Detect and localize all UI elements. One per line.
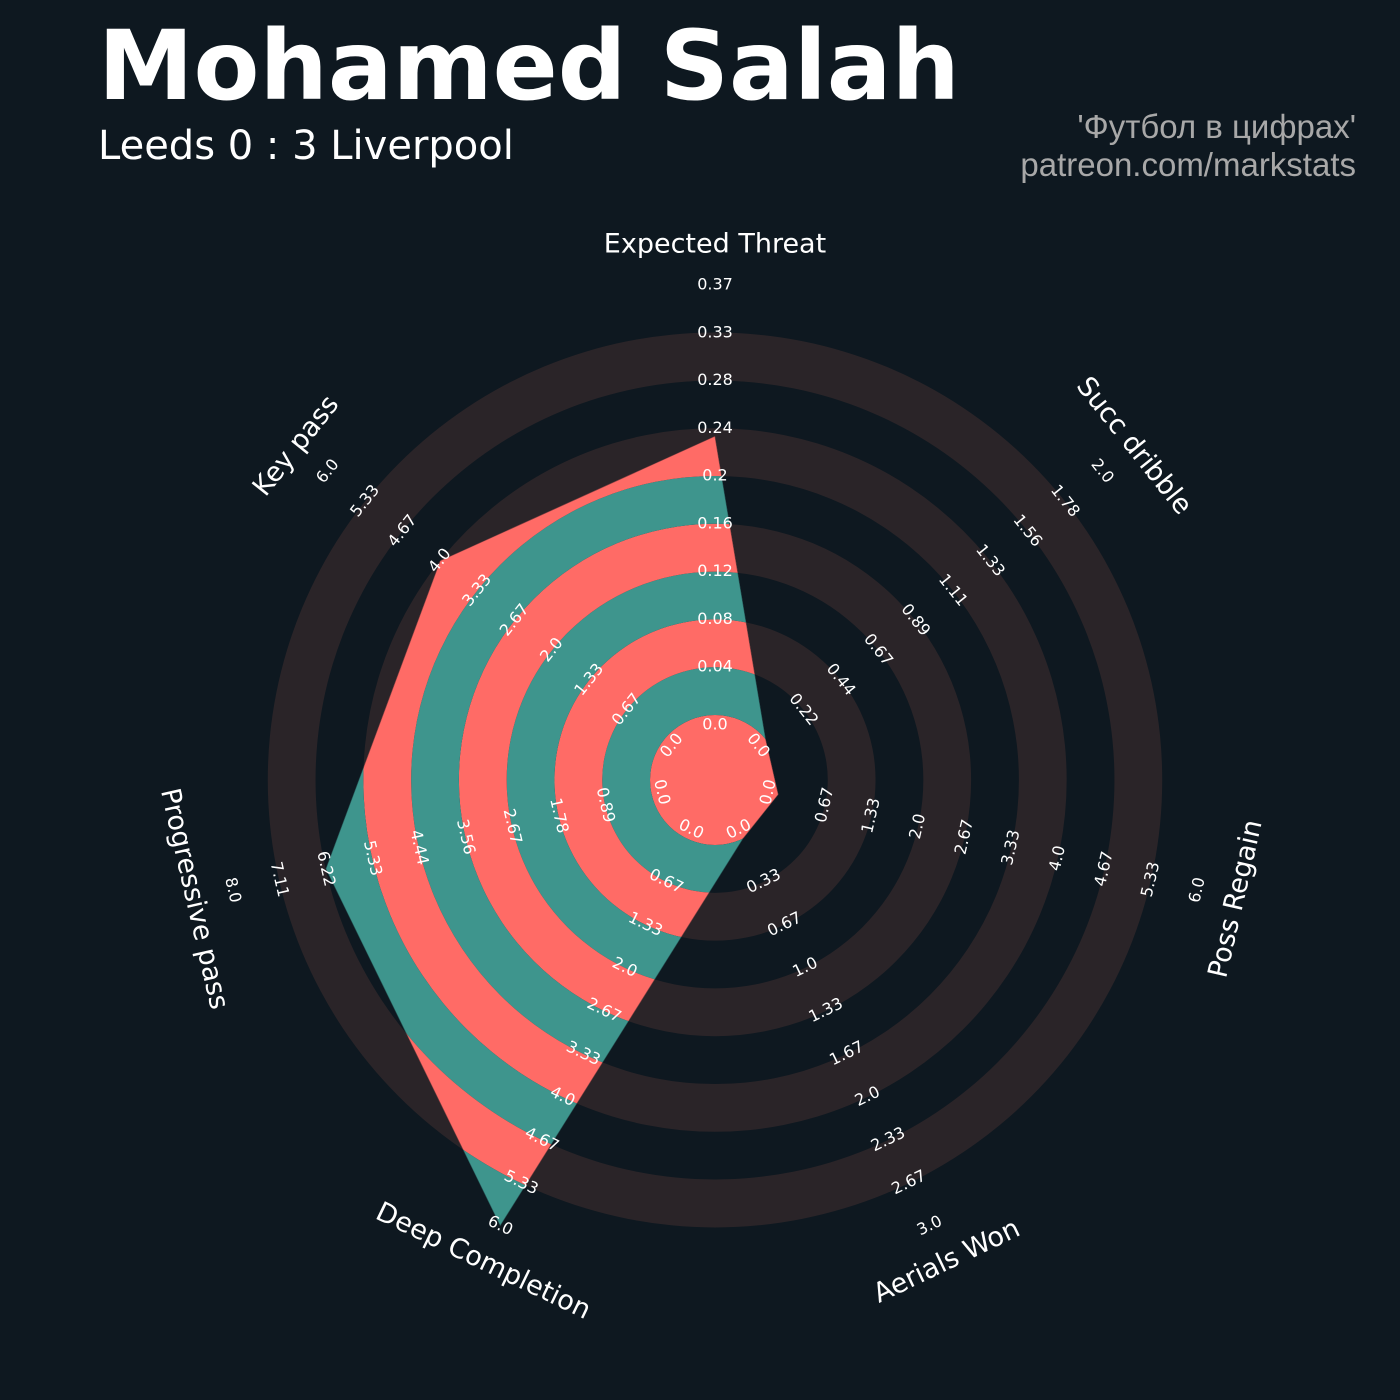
tick-label: 0.08	[697, 609, 733, 628]
axis-label: Deep Completion	[371, 1196, 596, 1326]
tick-label: 6.0	[485, 1211, 516, 1239]
credit-line-1: 'Футбол в цифрах'	[1077, 108, 1356, 145]
tick-label: 0.12	[697, 561, 733, 580]
axis-label: Poss Regain	[1203, 817, 1269, 981]
tick-label: 8.0	[221, 875, 245, 904]
tick-label: 6.0	[1185, 875, 1209, 904]
axis-label: Key pass	[247, 389, 346, 502]
tick-label: 0.33	[697, 322, 733, 341]
tick-label: 0.24	[697, 418, 733, 437]
player-name-title: Mohamed Salah	[98, 10, 960, 122]
tick-label: 0.28	[697, 370, 733, 389]
credit-line-2: patreon.com/markstats	[1020, 146, 1356, 183]
tick-label: 0.16	[697, 513, 733, 532]
tick-label: 0.0	[702, 715, 727, 734]
polygon-center-band	[650, 715, 779, 845]
axis-label: Succ dribble	[1070, 371, 1198, 521]
axis-label: Aerials Won	[868, 1213, 1024, 1310]
match-subtitle: Leeds 0 : 3 Liverpool	[98, 123, 514, 169]
axis-label: Progressive pass	[154, 785, 235, 1012]
credit-block: 'Футбол в цифрах' patreon.com/markstats	[1020, 108, 1356, 184]
polygon-band	[554, 619, 779, 941]
tick-label: 3.0	[914, 1211, 945, 1239]
axis-label: Expected Threat	[604, 229, 826, 260]
tick-label: 6.0	[312, 455, 343, 487]
tick-label: 0.37	[697, 275, 733, 294]
tick-label: 2.0	[1087, 455, 1118, 487]
tick-label: 0.04	[697, 657, 733, 676]
tick-label: 0.2	[702, 466, 727, 485]
